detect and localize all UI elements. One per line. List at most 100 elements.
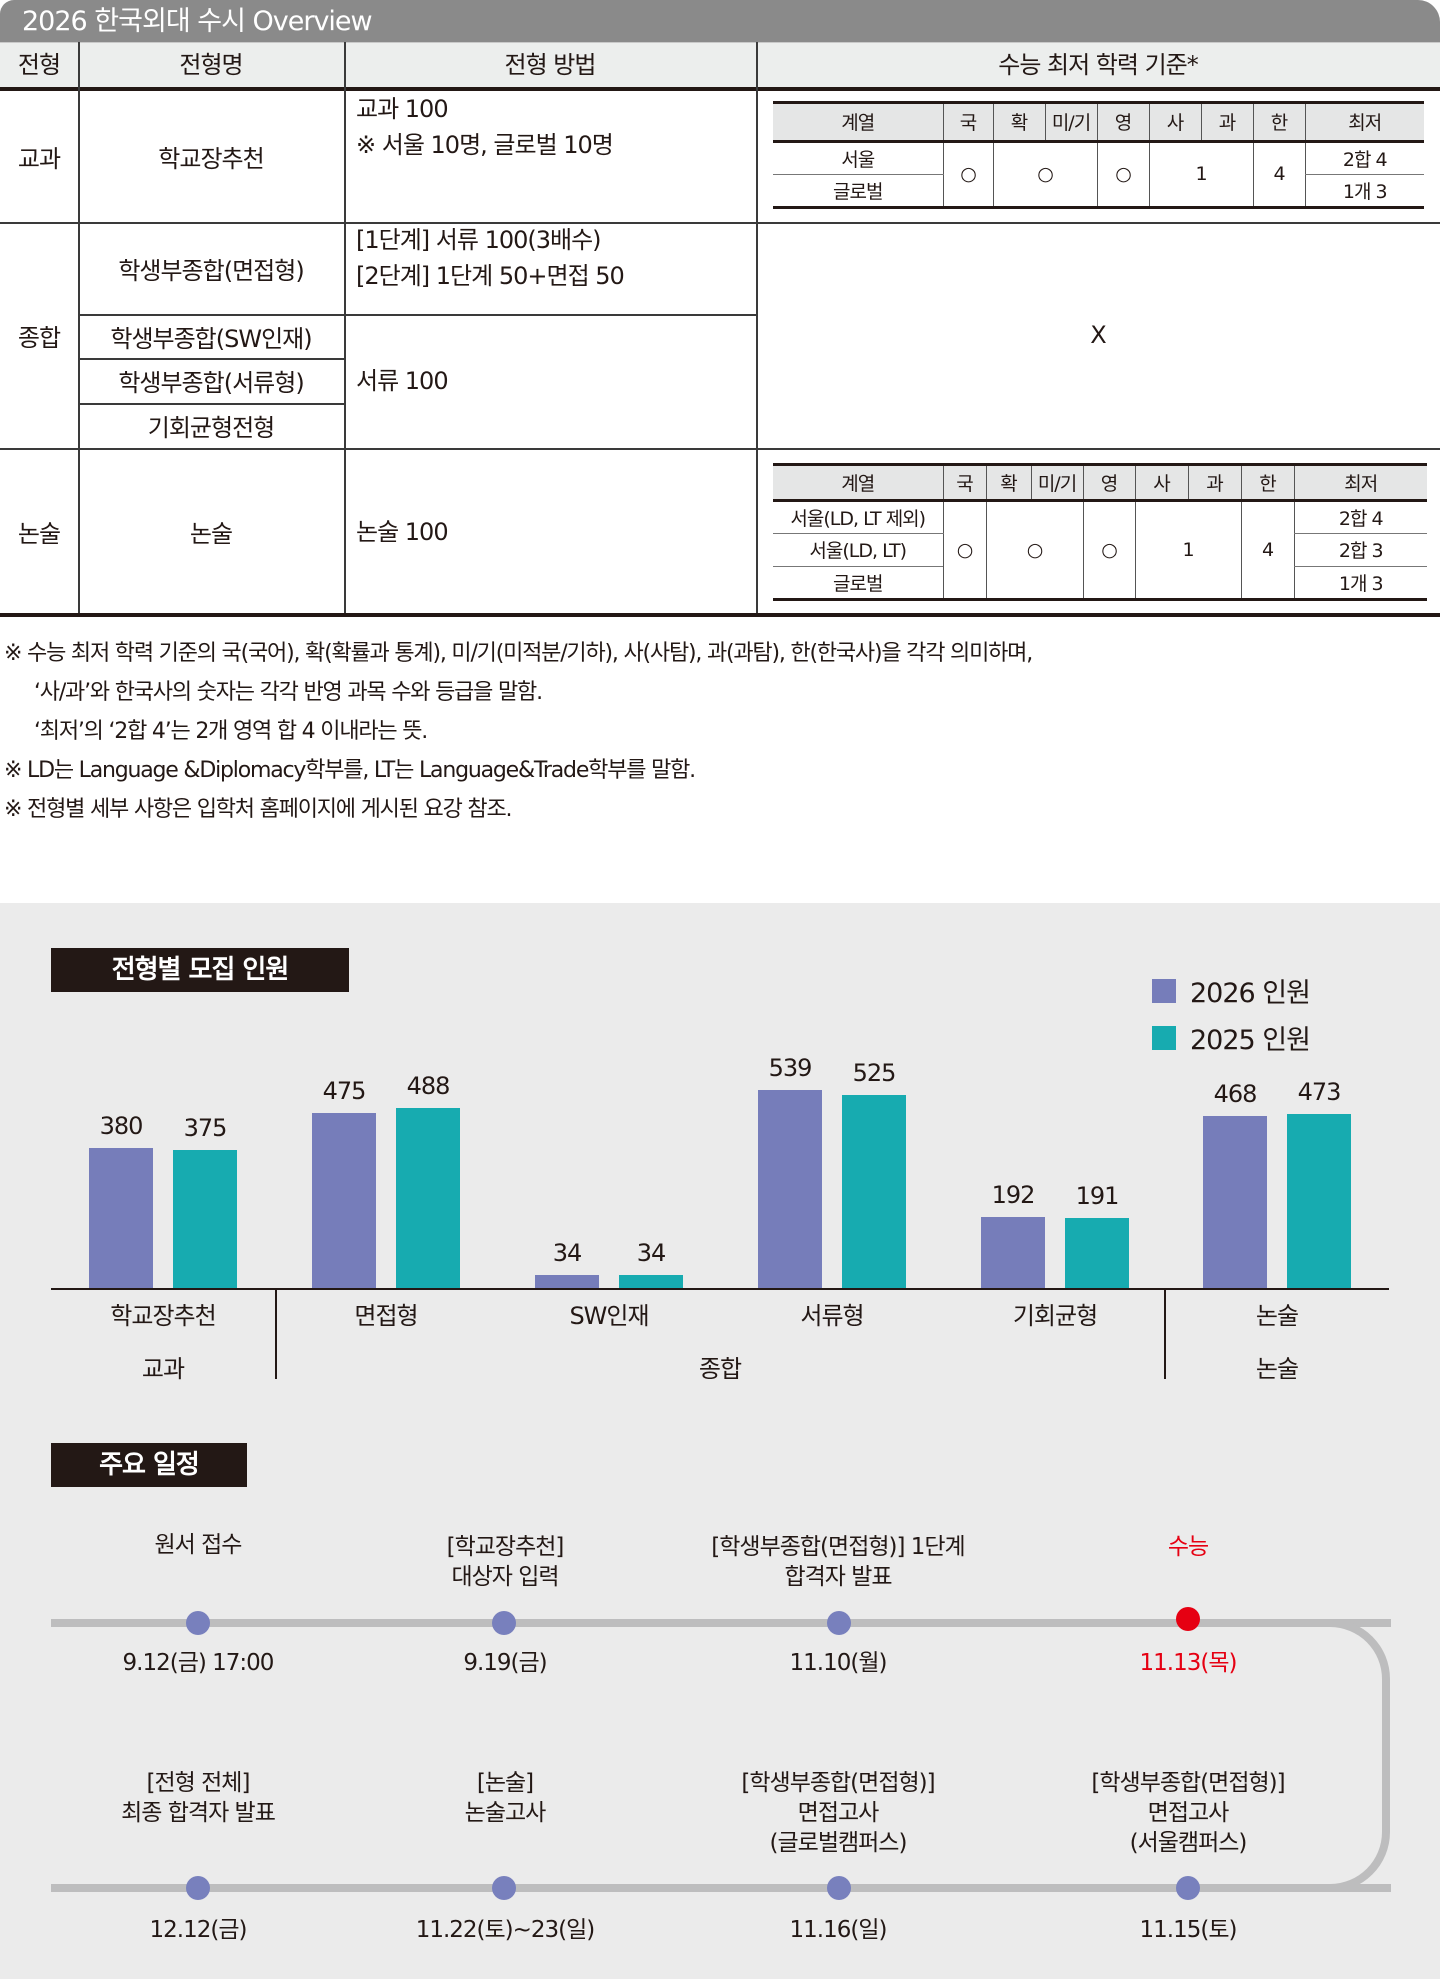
th-prob: 확 — [985, 466, 1031, 502]
event-label: [학생부종합(면접형)] 면접고사 (글로벌캠퍼스) — [658, 1768, 1018, 1858]
th-kor: 국 — [942, 104, 993, 143]
th-min: 최저 — [1304, 104, 1424, 143]
x-label: 학교장추천 — [110, 1302, 216, 1330]
note: ‘사/과’와 한국사의 숫자는 각각 반영 과목 수와 등급을 말함. — [34, 680, 543, 705]
val-min: 2합 3 — [1293, 533, 1427, 567]
series-seoul: 서울 — [773, 141, 943, 175]
row-name-gyogwa: 학교장추천 — [158, 145, 264, 173]
event-label: 원서 접수 — [18, 1530, 378, 1560]
col-divider — [756, 42, 758, 615]
row-name-nonsul: 논술 — [189, 520, 233, 548]
timeline-track-top — [51, 1619, 1391, 1627]
event-label-line: [학생부종합(면접형)] 1단계 — [711, 1534, 965, 1560]
header-name: 전형명 — [78, 42, 344, 87]
event-label-line: 면접고사 — [1147, 1800, 1230, 1826]
th-soc: 사 — [1134, 466, 1188, 502]
row-method-jonghap-interview: [1단계] 서류 100(3배수) [2단계] 1단계 50+면접 50 — [344, 222, 756, 314]
val-eng: ○ — [1082, 500, 1135, 598]
series-seoul-ldlt: 서울(LD, LT) — [773, 533, 943, 567]
row-name-jonghap-doc: 학생부종합(서류형) — [118, 369, 304, 397]
event-date: 11.16(일) — [789, 1917, 888, 1943]
th-series: 계열 — [773, 466, 943, 502]
event-label-line: [전형 전체] — [146, 1770, 251, 1796]
criteria-table-gyogwa: 계열 국 확 미/기 영 사 과 한 최저 서울 ○ ○ ○ 1 4 2합 4 … — [773, 101, 1424, 209]
th-eng: 영 — [1096, 104, 1149, 143]
method-line: 교과 100 — [356, 95, 449, 123]
legend-2025: 2025 인원 — [1152, 1018, 1311, 1057]
th-calc: 미/기 — [1030, 466, 1083, 502]
event-date: 11.13(목) — [1139, 1650, 1238, 1676]
event-label-line: 원서 접수 — [154, 1532, 243, 1558]
event-label: [학교장추천] 대상자 입력 — [325, 1532, 685, 1592]
footnotes: ※ 수능 최저 학력 기준의 국(국어), 확(확률과 통계), 미/기(미적분… — [4, 634, 1033, 829]
chart-baseline — [51, 1288, 1389, 1290]
row-type-gyogwa: 교과 — [17, 145, 61, 173]
th-hist: 한 — [1252, 104, 1305, 143]
x-label: SW인재 — [569, 1302, 649, 1330]
legend-label: 2025 인원 — [1190, 1025, 1311, 1056]
criteria-table-nonsul: 계열 국 확 미/기 영 사 과 한 최저 서울(LD, LT 제외) ○ ○ … — [773, 463, 1427, 601]
th-soc: 사 — [1148, 104, 1201, 143]
th-sci: 과 — [1187, 466, 1241, 502]
method-line: [2단계] 1단계 50+면접 50 — [356, 262, 625, 290]
val-social-sci: 1 — [1134, 500, 1241, 598]
th-hist: 한 — [1240, 466, 1294, 502]
x-label: 면접형 — [354, 1302, 418, 1330]
chart-title: 전형별 모집 인원 — [51, 948, 349, 992]
th-eng: 영 — [1082, 466, 1135, 502]
event-date: 9.12(금) 17:00 — [122, 1650, 275, 1676]
th-calc: 미/기 — [1044, 104, 1097, 143]
event-date: 11.10(월) — [789, 1650, 888, 1676]
note: ※ 전형별 세부 사항은 입학처 홈페이지에 게시된 요강 참조. — [4, 797, 512, 822]
th-prob: 확 — [992, 104, 1045, 143]
th-sci: 과 — [1200, 104, 1253, 143]
val-min: 1개 3 — [1304, 174, 1424, 206]
row-method-gyogwa: 교과 100 ※ 서울 10명, 글로벌 10명 — [344, 91, 756, 222]
val-history: 4 — [1252, 141, 1305, 206]
val-kor: ○ — [942, 500, 986, 598]
event-label-line: [학생부종합(면접형)] — [1091, 1770, 1285, 1796]
method-line: ※ 서울 10명, 글로벌 10명 — [356, 131, 614, 159]
schedule-title: 주요 일정 — [51, 1443, 247, 1487]
event-date: 11.22(토)~23(일) — [415, 1917, 596, 1943]
event-label-line: 대상자 입력 — [451, 1564, 559, 1590]
event-label-line: 합격자 발표 — [784, 1564, 892, 1590]
group-divider — [1164, 1289, 1166, 1379]
header-criteria: 수능 최저 학력 기준* — [756, 42, 1440, 87]
note: ※ LD는 Language &Diplomacy학부를, LT는 Langua… — [4, 758, 696, 783]
series-global: 글로벌 — [773, 566, 943, 598]
chart-and-schedule-section — [0, 903, 1440, 1979]
header-type: 전형 — [0, 42, 78, 87]
event-date: 12.12(금) — [149, 1917, 248, 1943]
row-divider — [0, 222, 1440, 224]
legend-swatch-2026 — [1152, 978, 1176, 1003]
val-math: ○ — [985, 500, 1083, 598]
row-name-jonghap-interview: 학생부종합(면접형) — [118, 256, 304, 285]
th-min: 최저 — [1293, 466, 1427, 502]
event-label-line: (글로벌캠퍼스) — [769, 1830, 908, 1856]
event-date: 9.19(금) — [463, 1650, 547, 1676]
series-global: 글로벌 — [773, 174, 943, 206]
x-label: 논술 — [1255, 1302, 1299, 1330]
event-label-line: 최종 합격자 발표 — [121, 1800, 276, 1826]
timeline-dot — [827, 1611, 851, 1635]
val-min: 1개 3 — [1293, 566, 1427, 598]
event-date: 11.15(토) — [1139, 1917, 1238, 1943]
group-label: 논술 — [1255, 1355, 1299, 1383]
criteria-none: X — [1090, 321, 1106, 349]
row-type-nonsul: 논술 — [17, 520, 61, 548]
event-label: [학생부종합(면접형)] 1단계 합격자 발표 — [658, 1532, 1018, 1592]
x-label: 서류형 — [800, 1302, 864, 1330]
val-min: 2합 4 — [1293, 500, 1427, 535]
timeline-dot — [492, 1611, 516, 1635]
timeline-dot-highlight — [1176, 1607, 1200, 1631]
col-divider — [344, 42, 346, 615]
event-label: [학생부종합(면접형)] 면접고사 (서울캠퍼스) — [1008, 1768, 1368, 1858]
timeline-dot — [827, 1876, 851, 1900]
val-min: 2합 4 — [1304, 141, 1424, 175]
event-label: [논술] 논술고사 — [325, 1768, 685, 1828]
row-method-nonsul: 논술 100 — [356, 517, 449, 546]
method-line: [1단계] 서류 100(3배수) — [356, 226, 602, 254]
event-label-line: [논술] — [476, 1770, 534, 1796]
row-divider — [0, 448, 1440, 450]
